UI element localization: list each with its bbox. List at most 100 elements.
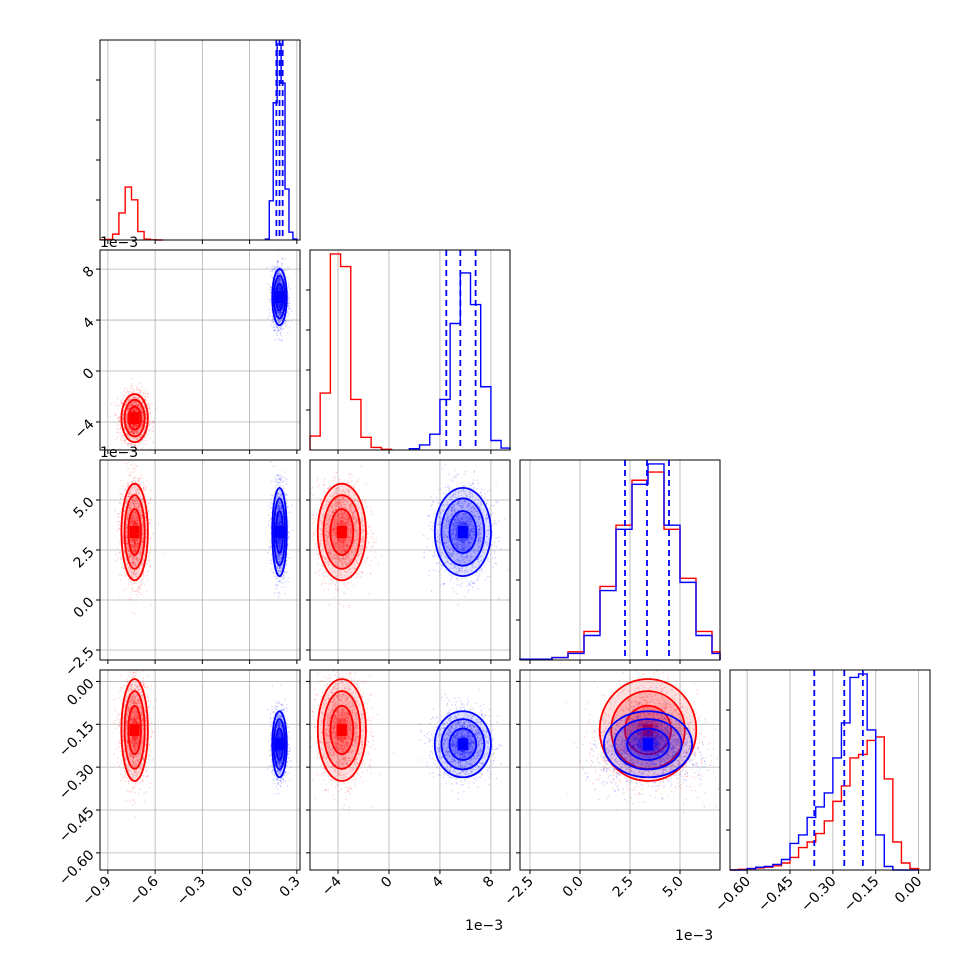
scatter-point bbox=[147, 511, 150, 513]
scatter-point bbox=[131, 402, 133, 404]
scatter-point bbox=[126, 518, 128, 521]
scatter-point bbox=[142, 411, 144, 414]
scatter-point bbox=[125, 420, 127, 422]
scatter-point bbox=[148, 404, 150, 406]
scatter-point bbox=[131, 423, 133, 426]
scatter-point bbox=[134, 541, 136, 543]
scatter-point bbox=[136, 438, 139, 440]
scatter-point bbox=[132, 409, 134, 411]
scatter-point bbox=[140, 401, 142, 404]
scatter-point bbox=[139, 550, 142, 552]
scatter-point bbox=[278, 282, 280, 284]
scatter-point bbox=[279, 305, 281, 307]
scatter-point bbox=[277, 312, 280, 314]
scatter-point bbox=[135, 425, 137, 428]
scatter-point bbox=[136, 523, 138, 525]
scatter-point bbox=[128, 430, 130, 433]
scatter-point bbox=[132, 496, 134, 498]
scatter-point bbox=[143, 439, 146, 442]
scatter-point bbox=[141, 514, 144, 516]
scatter-point bbox=[132, 502, 135, 504]
scatter-point bbox=[278, 281, 281, 283]
scatter-point bbox=[142, 546, 144, 548]
scatter-point bbox=[279, 312, 281, 314]
scatter-point bbox=[278, 288, 280, 291]
contour-1 bbox=[123, 398, 146, 438]
scatter-point bbox=[121, 493, 124, 495]
scatter-point bbox=[123, 410, 125, 412]
scatter-point bbox=[136, 540, 138, 542]
scatter-point bbox=[279, 286, 281, 288]
scatter-point bbox=[278, 277, 280, 280]
scatter-point bbox=[130, 537, 132, 540]
scatter-point bbox=[128, 431, 130, 433]
scatter-point bbox=[132, 541, 134, 543]
scatter-point bbox=[134, 405, 137, 407]
scatter-point bbox=[278, 519, 280, 522]
scatter-point bbox=[148, 430, 150, 432]
y-tick-label: 4 bbox=[80, 314, 98, 332]
scatter-point bbox=[135, 493, 138, 495]
scatter-point bbox=[141, 530, 144, 532]
scatter-point bbox=[278, 304, 280, 306]
scatter-point bbox=[126, 428, 129, 430]
scatter-point bbox=[133, 542, 136, 544]
scatter-point bbox=[135, 550, 138, 552]
scatter-point bbox=[136, 409, 139, 411]
scatter-point bbox=[279, 311, 281, 314]
scatter-point bbox=[128, 434, 130, 436]
scatter-point bbox=[140, 426, 142, 428]
scatter-point bbox=[133, 404, 135, 406]
scatter-point bbox=[124, 537, 127, 539]
scatter-point bbox=[123, 514, 125, 516]
scatter-point bbox=[138, 479, 141, 481]
scatter-point bbox=[140, 510, 142, 512]
scatter-point bbox=[140, 424, 142, 426]
scatter-point bbox=[133, 571, 135, 573]
scatter-point bbox=[136, 514, 138, 516]
scatter-point bbox=[277, 314, 279, 316]
scatter-point bbox=[135, 397, 137, 399]
scatter-point bbox=[148, 522, 150, 524]
scatter-point bbox=[119, 448, 121, 450]
scatter-point bbox=[134, 500, 136, 502]
scatter-point bbox=[268, 514, 270, 516]
scatter-point bbox=[142, 532, 144, 535]
scatter-point bbox=[132, 544, 134, 547]
scatter-point bbox=[130, 463, 132, 466]
scatter-point bbox=[137, 404, 139, 407]
scatter-point bbox=[134, 427, 136, 429]
scatter-point bbox=[115, 438, 117, 440]
scatter-point bbox=[123, 410, 125, 412]
scatter-point bbox=[146, 563, 148, 565]
scatter-point bbox=[133, 544, 135, 547]
scatter-point bbox=[136, 542, 138, 545]
scatter-point bbox=[276, 310, 278, 313]
scatter-point bbox=[132, 425, 134, 427]
scatter-point bbox=[139, 531, 141, 533]
scatter-point bbox=[271, 569, 273, 571]
scatter-point bbox=[279, 310, 281, 313]
scatter-point bbox=[131, 540, 133, 542]
scatter-point bbox=[127, 422, 129, 424]
scatter-point bbox=[142, 537, 144, 539]
scatter-point bbox=[132, 498, 134, 500]
scatter-point bbox=[150, 604, 153, 606]
scatter-point bbox=[123, 421, 125, 424]
scatter-point bbox=[140, 409, 142, 411]
scatter-point bbox=[274, 278, 276, 281]
scatter-point bbox=[114, 414, 117, 416]
scatter-point bbox=[140, 509, 143, 512]
scatter-point bbox=[144, 426, 146, 429]
scatter-point bbox=[138, 435, 141, 437]
scatter-point bbox=[136, 558, 139, 560]
scatter-point bbox=[138, 411, 140, 413]
scatter-point bbox=[126, 390, 129, 392]
scatter-point bbox=[270, 288, 272, 290]
density-peak bbox=[129, 412, 140, 425]
scatter-point bbox=[120, 493, 122, 495]
scatter-point bbox=[130, 581, 133, 584]
scatter-point bbox=[130, 520, 133, 523]
scatter-point bbox=[132, 518, 135, 520]
scatter-point bbox=[130, 544, 132, 546]
